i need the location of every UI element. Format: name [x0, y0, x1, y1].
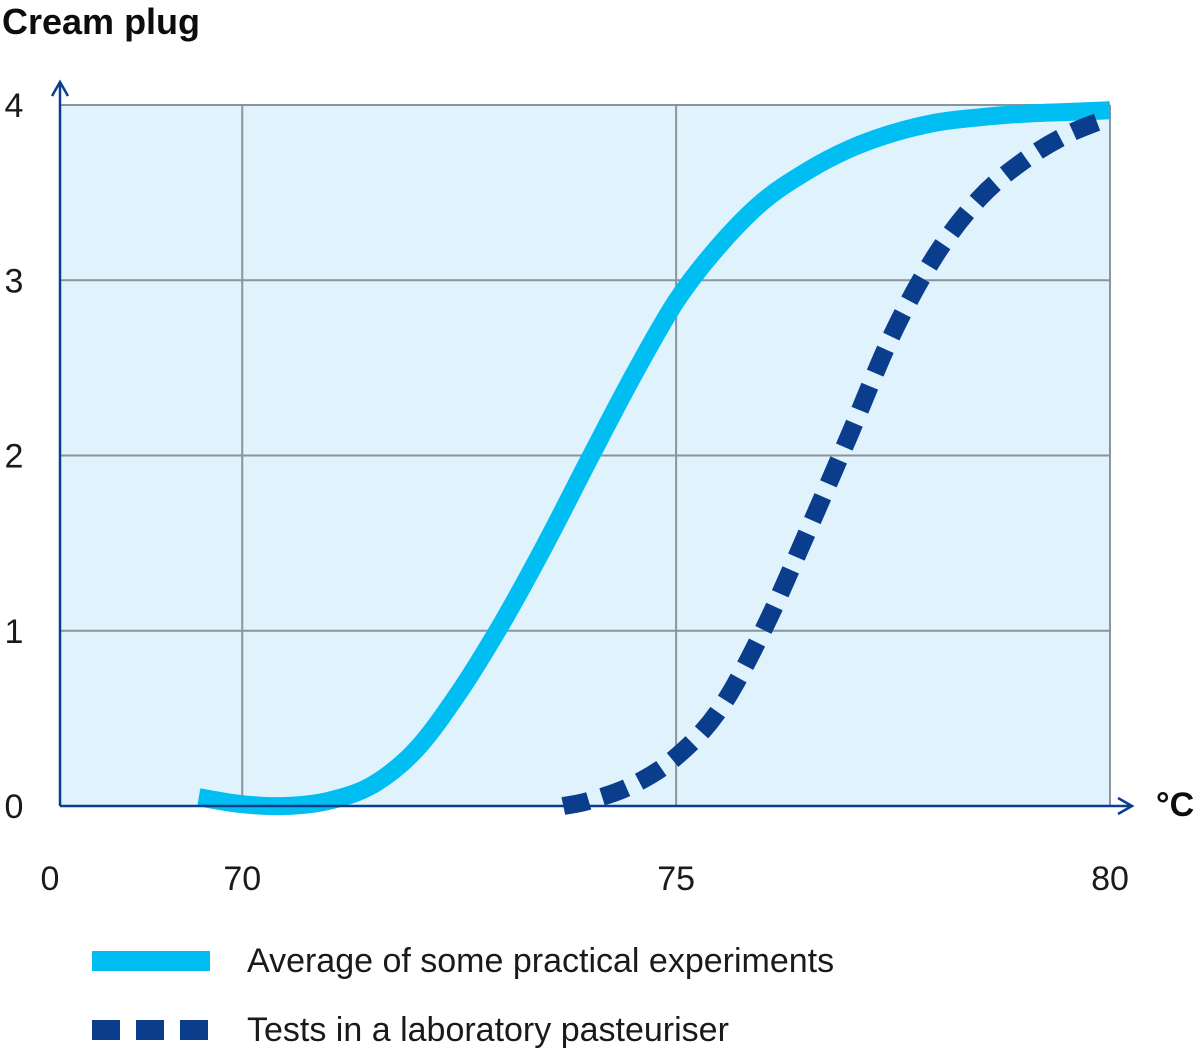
x-tick-label-75: 75 — [657, 860, 695, 898]
series-group — [197, 101, 1114, 816]
y-tick-label-1: 1 — [5, 613, 24, 651]
tick-labels: 70 75 80 0 1 2 3 4 — [5, 87, 1129, 898]
y-axis-arrow — [50, 79, 70, 97]
legend-label-practical: Average of some practical experiments — [247, 942, 834, 980]
y-axis-title: Cream plug — [2, 1, 200, 42]
legend: Average of some practical experiments Te… — [92, 942, 834, 1049]
x-tick-label-80: 80 — [1091, 860, 1129, 898]
y-tick-label-3: 3 — [5, 262, 24, 300]
x-tick-label-70: 70 — [223, 860, 261, 898]
y-tick-label-2: 2 — [5, 438, 24, 476]
series-line-laboratory — [561, 108, 1114, 815]
axes — [50, 79, 1135, 816]
series-line-practical — [197, 101, 1111, 816]
x-axis-unit: °C — [1156, 786, 1194, 824]
grid — [60, 104, 1111, 806]
origin-label: 0 — [41, 860, 60, 898]
x-axis-arrow — [1117, 796, 1135, 816]
y-tick-label-4: 4 — [5, 87, 24, 125]
legend-label-laboratory: Tests in a laboratory pasteuriser — [247, 1011, 729, 1049]
y-tick-label-0: 0 — [5, 788, 24, 826]
